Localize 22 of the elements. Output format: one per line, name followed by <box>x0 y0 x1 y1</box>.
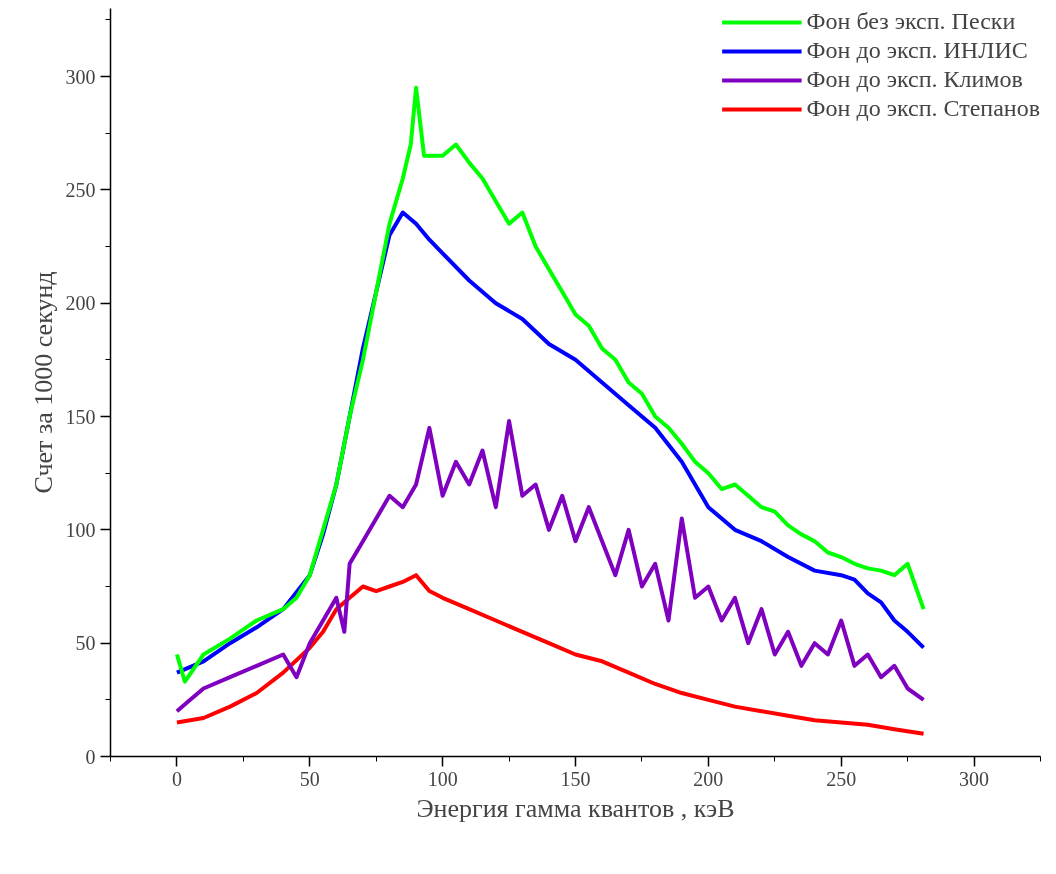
y-tick-label: 250 <box>65 178 96 201</box>
y-tick-label: 50 <box>75 632 96 655</box>
x-tick-label: 0 <box>171 767 182 790</box>
y-tick-label: 200 <box>65 292 96 315</box>
x-tick-label: 200 <box>693 767 724 790</box>
x-tick-label: 50 <box>299 767 320 790</box>
x-tick-label: 300 <box>959 767 990 790</box>
legend-label: Фон до эксп. Климов <box>806 66 1023 93</box>
x-axis-title: Энергия гамма квантов , кэВ <box>416 793 735 823</box>
legend-label: Фон без эксп. Пески <box>806 8 1016 35</box>
x-tick-label: 150 <box>560 767 591 790</box>
y-tick-label: 100 <box>65 518 96 541</box>
legend-label: Фон до эксп. ИНЛИС <box>806 37 1028 64</box>
x-tick-label: 100 <box>427 767 458 790</box>
y-tick-label: 150 <box>65 405 96 428</box>
y-axis-title: Счет за 1000 секунд <box>28 271 58 494</box>
y-tick-label: 300 <box>65 65 96 88</box>
x-tick-label: 250 <box>826 767 857 790</box>
line-series <box>174 573 926 736</box>
y-tick-label: 0 <box>85 745 96 768</box>
legend-label: Фон до эксп. Степанов <box>806 95 1040 122</box>
line-series <box>174 419 926 714</box>
